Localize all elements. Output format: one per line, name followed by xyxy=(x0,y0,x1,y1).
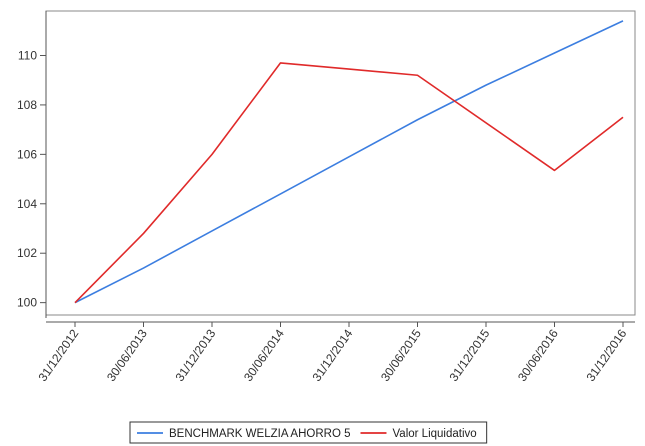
y-tick-label: 110 xyxy=(18,48,37,62)
y-tick-label: 104 xyxy=(17,197,37,211)
y-tick-label: 108 xyxy=(17,98,37,112)
x-tick-label: 30/06/2015 xyxy=(378,326,424,383)
x-tick-label: 31/12/2012 xyxy=(36,326,82,383)
y-axis-ticks: 100 102 104 106 108 110 xyxy=(17,48,46,310)
legend-label: BENCHMARK WELZIA AHORRO 5 xyxy=(169,428,350,440)
x-tick-label: 30/06/2013 xyxy=(104,326,150,383)
x-axis-ticks: 31/12/2012 30/06/2013 31/12/2013 30/06/2014… xyxy=(36,322,630,384)
x-tick-label: 30/06/2014 xyxy=(241,326,287,383)
series-line-0 xyxy=(74,20,624,304)
series-layer xyxy=(74,20,624,304)
legend-box xyxy=(129,421,488,444)
y-tick-label: 106 xyxy=(17,147,37,161)
y-tick-label: 100 xyxy=(17,296,37,310)
x-tick-label: 31/12/2013 xyxy=(173,326,219,383)
legend-label: Valor Liquidativo xyxy=(392,428,476,440)
series-line-1 xyxy=(74,62,624,304)
x-tick-label: 31/12/2015 xyxy=(447,326,493,383)
x-tick-label: 30/06/2016 xyxy=(515,326,561,383)
x-tick-label: 31/12/2016 xyxy=(584,326,630,383)
x-tick-label: 31/12/2014 xyxy=(310,326,356,383)
legend: BENCHMARK WELZIA AHORRO 5 Valor Liquidati… xyxy=(129,421,488,444)
y-tick-label: 102 xyxy=(17,246,37,260)
